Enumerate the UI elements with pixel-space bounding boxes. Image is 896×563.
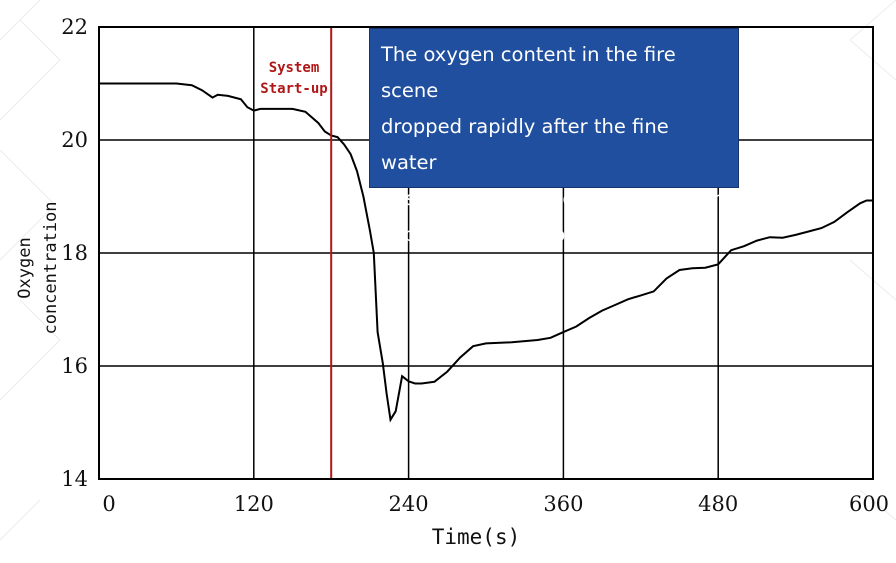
callout-line-4: suppressing the combustion. [381, 223, 663, 246]
y-axis-title-line-1: Oxygen [15, 237, 35, 298]
x-tick-label: 480 [698, 492, 738, 516]
y-axis-title-line-2: concentration [41, 201, 61, 334]
callout-line-1: The oxygen content in the fire scene [381, 43, 676, 102]
callout-box: The oxygen content in the fire scene dro… [369, 28, 739, 246]
x-axis-title: Time(s) [432, 525, 521, 549]
y-tick-label: 16 [61, 354, 88, 378]
callout-line-3: mist system was activated, further [381, 187, 722, 210]
plot-frame [98, 26, 874, 480]
x-tick-label: 600 [849, 492, 889, 516]
y-tick-label: 20 [61, 128, 88, 152]
x-tick-label: 120 [234, 492, 274, 516]
system-startup-label-2: Start-up [260, 81, 327, 97]
system-startup-label-line-2: Start-up [260, 81, 327, 97]
system-startup-label: System [269, 60, 320, 76]
y-tick-label: 22 [61, 15, 88, 39]
callout-line-2: dropped rapidly after the fine water [381, 115, 669, 174]
x-tick-label: 360 [543, 492, 583, 516]
x-tick-label: 0 [102, 492, 115, 516]
x-tick-label: 240 [389, 492, 429, 516]
oxygen-concentration-line [99, 82, 873, 423]
y-tick-label: 18 [61, 241, 88, 265]
system-startup-label-line-1: System [269, 60, 320, 76]
y-axis-title: Oxygen concentration [15, 201, 61, 334]
y-tick-label: 14 [61, 467, 88, 491]
tick-labels: 0 120 240 360 480 600 14 16 18 20 22 [61, 15, 889, 516]
